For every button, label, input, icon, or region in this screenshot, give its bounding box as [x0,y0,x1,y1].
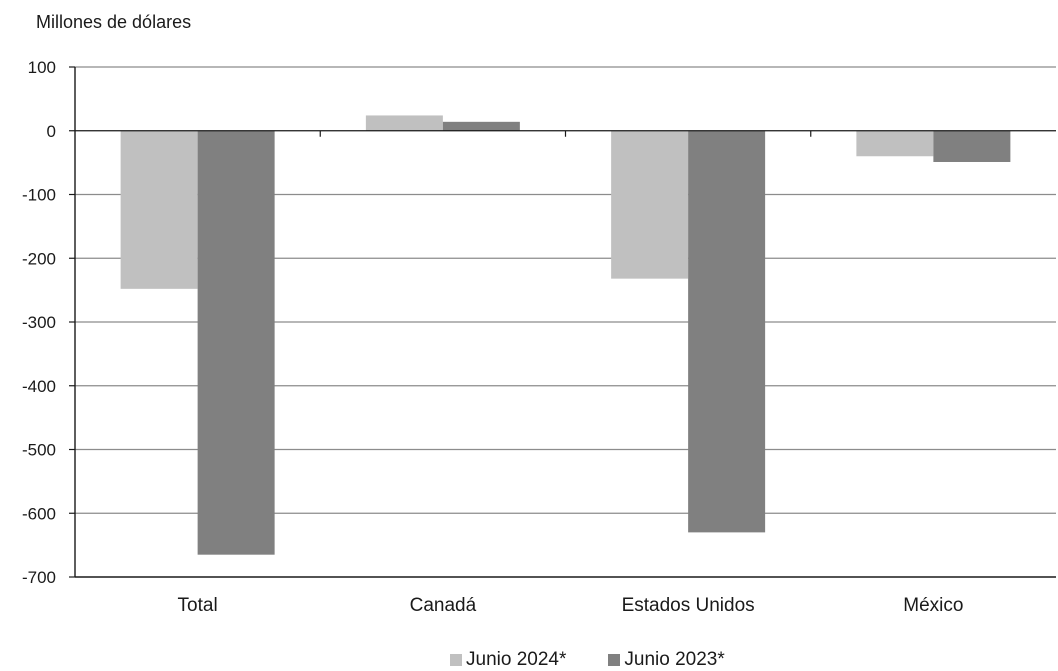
axes [69,66,1056,578]
legend-label-junio-2024: Junio 2024* [466,649,567,670]
tick-labels: 100 0 -100 -200 -300 -400 -500 -600 -700 Total Can… [22,58,964,616]
legend-item-junio-2023: Junio 2023* [608,649,725,671]
legend-swatch-junio-2024 [450,654,462,666]
x-tick-label: Estados Unidos [622,595,755,616]
bar-junio-2024-3 [856,130,934,157]
y-tick-label: -500 [22,441,56,460]
x-tick-label: Total [178,595,218,616]
gridlines [75,66,1056,514]
y-tick-label: -600 [22,504,56,523]
y-axis-unit-label: Millones de dólares [36,12,192,32]
x-tick-label: México [903,595,963,616]
y-tick-label: -100 [22,186,56,205]
y-tick-label: -400 [22,377,56,396]
x-tick-label: Canadá [410,595,477,616]
y-tick-label: 100 [28,58,56,77]
legend: Junio 2024* Junio 2023* [450,649,725,671]
bar-junio-2023-3 [933,130,1011,162]
bar-junio-2024-1 [365,115,443,131]
legend-label-junio-2023: Junio 2023* [624,649,725,670]
y-tick-label: -300 [22,313,56,332]
bar-junio-2023-2 [688,130,766,533]
y-tick-label: 0 [47,122,56,141]
legend-item-junio-2024: Junio 2024* [450,649,566,671]
y-tick-label: -200 [22,249,56,268]
bar-chart: 100 0 -100 -200 -300 -400 -500 -600 -700 Total Can… [22,58,1056,616]
bar-junio-2023-1 [442,121,520,131]
bar-junio-2023-0 [197,130,275,555]
y-tick-label: -700 [22,568,56,587]
bars [120,115,1011,555]
legend-swatch-junio-2023 [608,654,621,666]
bar-junio-2024-0 [120,130,198,289]
bar-junio-2024-2 [611,130,689,279]
